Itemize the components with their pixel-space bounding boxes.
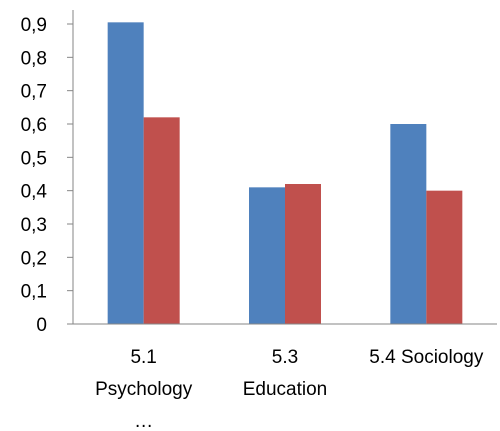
bar [249, 187, 285, 324]
y-tick-label: 0,4 [21, 182, 48, 203]
y-tick-label: 0,2 [21, 248, 47, 269]
bars [107, 22, 463, 324]
y-tick-label: 0,3 [21, 215, 47, 236]
y-axis: 0 0,1 0,2 0,3 0,4 0,5 0,6 0,7 0,8 0,9 [21, 10, 74, 336]
y-tick-label: 0,9 [21, 15, 47, 36]
y-tick-label: 0,8 [21, 48, 47, 69]
bar [426, 190, 463, 324]
y-tick-label: 0,6 [21, 115, 47, 136]
y-tick-label: 0 [36, 315, 47, 336]
x-tick-label: 5.1 [130, 347, 156, 368]
y-tick-label: 0,7 [21, 82, 47, 103]
bar [107, 22, 144, 324]
y-tick-label: 0,5 [21, 148, 47, 169]
x-tick-label: … [134, 411, 153, 431]
y-tick-label: 0,1 [21, 282, 47, 303]
x-axis: 5.1 Psychology … 5.3 Education 5.4 Sociology [73, 323, 497, 431]
x-tick-label: 5.4 Sociology [369, 347, 484, 368]
x-tick-label: Education [243, 379, 328, 400]
bar [143, 117, 180, 324]
bar [285, 184, 321, 324]
bar [390, 124, 427, 324]
x-tick-label: Psychology [95, 379, 193, 400]
x-tick-label: 5.3 [272, 347, 298, 368]
